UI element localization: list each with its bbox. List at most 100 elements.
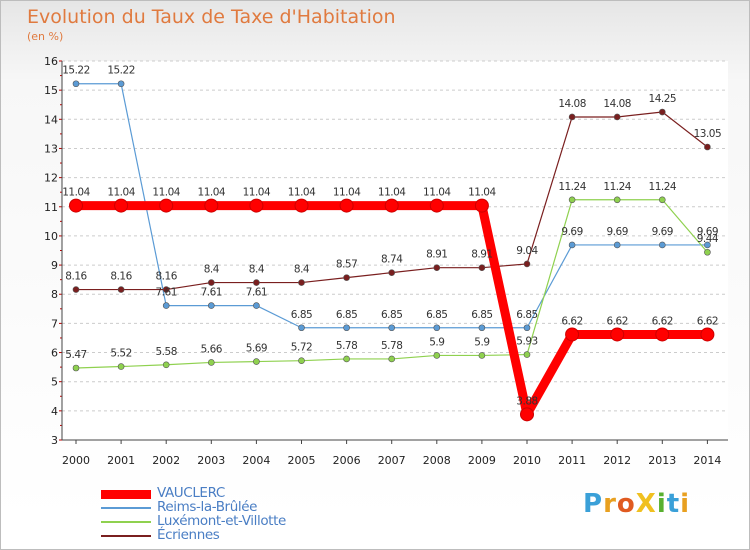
data-label: 11.24 xyxy=(603,181,631,193)
data-label: 6.62 xyxy=(697,315,718,327)
data-label: 5.69 xyxy=(246,343,267,355)
data-label: 11.04 xyxy=(468,187,496,199)
data-label: 8.91 xyxy=(426,249,447,261)
x-tick-label: 2003 xyxy=(197,454,225,467)
series-point-1 xyxy=(343,324,350,332)
y-tick-label: 3 xyxy=(51,434,58,447)
legend-label: Reims-la-Brûlée xyxy=(157,499,258,515)
legend-label: Luxémont-et-Villotte xyxy=(157,513,286,529)
data-label: 11.04 xyxy=(107,187,135,199)
series-point-3 xyxy=(478,264,486,272)
data-label: 6.85 xyxy=(516,309,537,321)
series-point-2 xyxy=(162,361,170,369)
data-label: 8.4 xyxy=(204,264,220,276)
series-point-1 xyxy=(613,241,621,249)
x-tick-label: 2009 xyxy=(468,454,496,467)
chart-title: Evolution du Taux de Taxe d'Habitation xyxy=(27,6,396,28)
series-point-0 xyxy=(204,198,219,213)
series-point-1 xyxy=(298,324,305,332)
data-label: 6.85 xyxy=(336,309,357,321)
data-label: 8.91 xyxy=(471,249,492,261)
x-tick-label: 2010 xyxy=(513,454,541,467)
y-tick-label: 14 xyxy=(44,113,58,126)
y-tick-label: 7 xyxy=(51,317,58,330)
legend-swatch xyxy=(101,489,151,499)
proxiti-logo: ProXiti xyxy=(583,489,691,519)
series-point-0 xyxy=(565,327,580,342)
y-tick-label: 12 xyxy=(44,172,58,185)
x-tick-label: 2004 xyxy=(242,454,270,467)
data-label: 11.04 xyxy=(243,187,271,199)
series-point-1 xyxy=(253,302,260,309)
series-point-3 xyxy=(117,286,125,293)
data-label: 8.57 xyxy=(336,259,357,271)
series-point-3 xyxy=(433,264,441,272)
data-label: 3.88 xyxy=(516,395,537,407)
data-label: 11.24 xyxy=(649,181,677,193)
data-label: 5.58 xyxy=(156,346,177,358)
series-point-3 xyxy=(72,286,80,293)
series-point-3 xyxy=(298,279,305,286)
series-point-1 xyxy=(523,324,531,332)
data-label: 7.61 xyxy=(246,287,267,299)
data-label: 11.04 xyxy=(288,187,316,199)
y-tick-label: 13 xyxy=(44,142,58,155)
data-label: 6.85 xyxy=(426,309,447,321)
series-point-3 xyxy=(388,269,396,276)
series-point-2 xyxy=(208,359,215,366)
data-label: 11.04 xyxy=(423,187,451,199)
y-tick-label: 4 xyxy=(51,405,58,418)
series-point-2 xyxy=(253,358,260,365)
series-point-2 xyxy=(433,352,441,359)
data-label: 5.47 xyxy=(65,349,86,361)
series-point-2 xyxy=(72,364,80,372)
y-tick-label: 10 xyxy=(44,230,58,243)
legend-swatch xyxy=(101,535,151,537)
series-point-2 xyxy=(388,355,396,363)
y-tick-label: 5 xyxy=(51,376,58,389)
data-label: 5.78 xyxy=(381,340,402,352)
series-point-3 xyxy=(568,113,576,121)
data-label: 8.4 xyxy=(249,264,265,276)
y-tick-label: 16 xyxy=(44,55,58,68)
data-label: 6.62 xyxy=(652,315,673,327)
series-point-3 xyxy=(658,108,666,116)
data-label: 7.61 xyxy=(201,287,222,299)
series-point-0 xyxy=(114,198,129,213)
data-label: 5.66 xyxy=(201,343,223,355)
series-point-1 xyxy=(658,241,666,249)
x-tick-label: 2013 xyxy=(648,454,676,467)
series-point-2 xyxy=(343,355,350,363)
data-label: 8.74 xyxy=(381,254,403,266)
x-tick-label: 2007 xyxy=(378,454,406,467)
series-point-3 xyxy=(253,279,260,286)
data-label: 11.04 xyxy=(378,187,406,199)
series-point-3 xyxy=(208,279,215,286)
data-label: 6.85 xyxy=(381,309,402,321)
series-point-0 xyxy=(474,198,489,213)
series-point-3 xyxy=(613,113,621,121)
x-tick-label: 2000 xyxy=(62,454,90,467)
series-point-1 xyxy=(704,241,711,249)
series-point-2 xyxy=(568,196,576,204)
series-point-2 xyxy=(478,352,486,359)
series-point-3 xyxy=(704,143,711,151)
legend-label: VAUCLERC xyxy=(157,485,225,501)
x-tick-label: 2008 xyxy=(423,454,451,467)
series-point-0 xyxy=(429,198,444,213)
series-point-1 xyxy=(208,302,215,309)
series-point-0 xyxy=(249,198,264,213)
data-label: 5.52 xyxy=(110,348,131,360)
data-label: 13.05 xyxy=(694,128,722,140)
y-tick-label: 6 xyxy=(51,347,58,360)
data-label: 14.08 xyxy=(558,98,586,110)
y-tick-label: 11 xyxy=(44,201,58,214)
data-label: 5.72 xyxy=(291,342,312,354)
data-label: 11.04 xyxy=(62,187,90,199)
x-tick-label: 2001 xyxy=(107,454,135,467)
series-point-0 xyxy=(159,198,174,213)
series-point-2 xyxy=(523,351,531,358)
series-point-2 xyxy=(658,196,666,204)
data-label: 9.69 xyxy=(607,226,628,238)
